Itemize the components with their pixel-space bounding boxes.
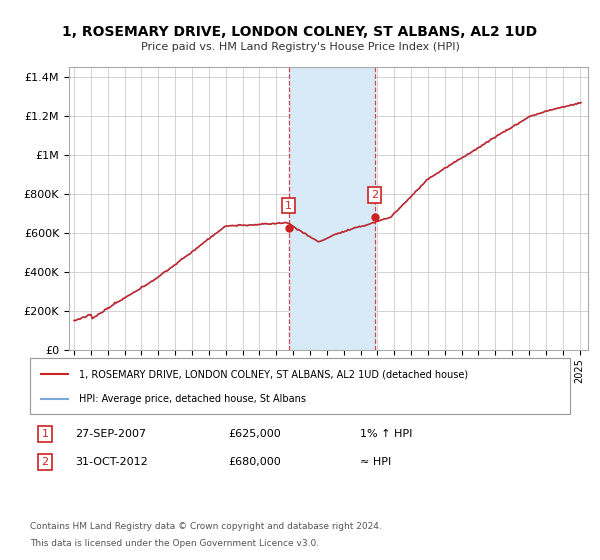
Text: 2: 2 xyxy=(41,457,49,467)
Text: 27-SEP-2007: 27-SEP-2007 xyxy=(75,429,146,439)
Text: 1, ROSEMARY DRIVE, LONDON COLNEY, ST ALBANS, AL2 1UD (detached house): 1, ROSEMARY DRIVE, LONDON COLNEY, ST ALB… xyxy=(79,369,468,379)
Text: 2: 2 xyxy=(371,190,378,200)
Text: Price paid vs. HM Land Registry's House Price Index (HPI): Price paid vs. HM Land Registry's House … xyxy=(140,42,460,52)
Text: 1, ROSEMARY DRIVE, LONDON COLNEY, ST ALBANS, AL2 1UD: 1, ROSEMARY DRIVE, LONDON COLNEY, ST ALB… xyxy=(62,25,538,39)
Text: ≈ HPI: ≈ HPI xyxy=(360,457,391,467)
Text: 1: 1 xyxy=(285,200,292,211)
Text: 1% ↑ HPI: 1% ↑ HPI xyxy=(360,429,412,439)
Text: 31-OCT-2012: 31-OCT-2012 xyxy=(75,457,148,467)
Text: Contains HM Land Registry data © Crown copyright and database right 2024.: Contains HM Land Registry data © Crown c… xyxy=(30,522,382,531)
Text: This data is licensed under the Open Government Licence v3.0.: This data is licensed under the Open Gov… xyxy=(30,539,319,548)
Text: £625,000: £625,000 xyxy=(228,429,281,439)
FancyBboxPatch shape xyxy=(30,358,570,414)
Text: HPI: Average price, detached house, St Albans: HPI: Average price, detached house, St A… xyxy=(79,394,305,404)
Text: 1: 1 xyxy=(41,429,49,439)
Text: £680,000: £680,000 xyxy=(228,457,281,467)
Bar xyxy=(289,67,374,350)
